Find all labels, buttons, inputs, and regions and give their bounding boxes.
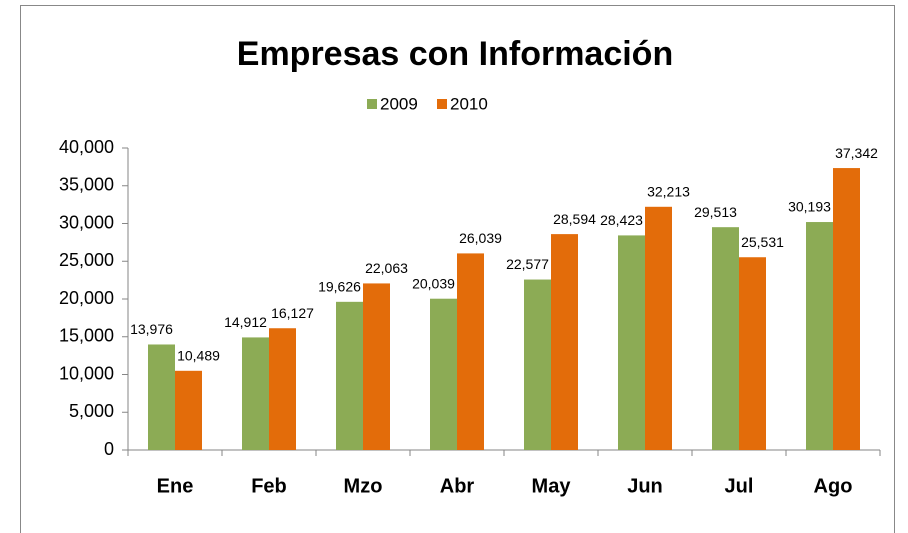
data-label: 16,127 [271,305,314,321]
x-tick-label: Mzo [344,475,383,497]
legend-swatch [367,99,377,109]
data-label: 14,912 [224,314,267,330]
data-label: 37,342 [835,145,878,161]
y-tick-label: 5,000 [69,401,114,421]
x-tick-label: Ene [157,475,194,497]
y-tick-label: 40,000 [59,137,114,157]
bar [551,234,578,450]
data-label: 13,976 [130,321,173,337]
data-label: 19,626 [318,279,361,295]
data-label: 30,193 [788,199,831,215]
data-label: 26,039 [459,230,502,246]
bar [336,301,363,450]
x-tick-label: Ago [814,475,853,497]
bar [430,298,457,450]
y-tick-label: 15,000 [59,326,114,346]
x-tick-label: Jun [627,475,663,497]
bar [363,283,390,450]
data-label: 20,039 [412,275,455,291]
data-label: 10,489 [177,348,220,364]
data-label: 28,423 [600,212,643,228]
bar [833,168,860,450]
legend-swatch [437,99,447,109]
bar [148,344,175,450]
legend-label: 2010 [450,94,488,113]
y-tick-label: 0 [104,439,114,459]
bar [806,222,833,450]
bar [645,206,672,450]
data-label: 29,513 [694,204,737,220]
y-tick-label: 30,000 [59,212,114,232]
x-tick-label: Abr [440,475,475,497]
legend-label: 2009 [380,94,418,113]
chart-title: Empresas con Información [237,35,673,73]
y-tick-label: 25,000 [59,250,114,270]
y-tick-label: 10,000 [59,363,114,383]
data-label: 22,063 [365,260,408,276]
y-tick-label: 35,000 [59,175,114,195]
x-tick-label: May [532,475,572,497]
bar [618,235,645,450]
bar [712,227,739,450]
bar [739,257,766,450]
x-tick-label: Feb [251,475,287,497]
data-label: 32,213 [647,183,690,199]
bar [457,253,484,450]
bar [242,337,269,450]
data-label: 28,594 [553,211,596,227]
bar [524,279,551,450]
data-label: 22,577 [506,256,549,272]
data-label: 25,531 [741,234,784,250]
x-tick-label: Jul [725,475,754,497]
bar [175,370,202,450]
bar [269,328,296,450]
y-tick-label: 20,000 [59,288,114,308]
